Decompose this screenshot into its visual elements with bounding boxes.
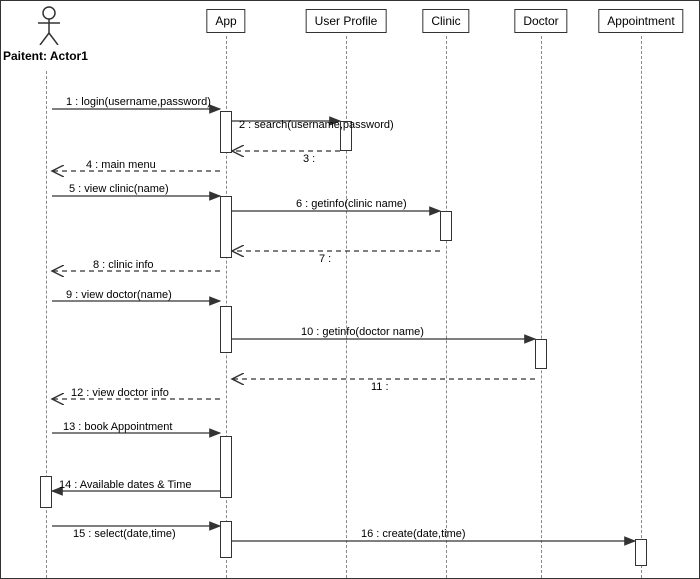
message-label-9: 9 : view doctor(name) <box>66 289 172 301</box>
message-label-8: 8 : clinic info <box>93 259 154 271</box>
activation-app-2 <box>220 196 232 258</box>
activation-app-4 <box>220 306 232 353</box>
message-label-4: 4 : main menu <box>86 159 156 171</box>
lifeline-clinic <box>446 36 447 578</box>
activation-clinic-3 <box>440 211 452 241</box>
message-label-12: 12 : view doctor info <box>71 387 169 399</box>
message-label-7: 7 : <box>319 253 331 265</box>
message-label-10: 10 : getinfo(doctor name) <box>301 326 424 338</box>
participant-appointment: Appointment <box>598 9 683 33</box>
participant-doctor: Doctor <box>514 9 567 33</box>
message-label-11: 11 : <box>371 381 389 393</box>
actor-patient <box>29 5 69 48</box>
message-label-2: 2 : search(username,password) <box>239 119 394 131</box>
participant-clinic: Clinic <box>422 9 469 33</box>
activation-app-6 <box>220 436 232 498</box>
actor-label: Paitent: Actor1 <box>3 49 88 63</box>
activation-app-0 <box>220 111 232 153</box>
message-label-6: 6 : getinfo(clinic name) <box>296 198 407 210</box>
activation-actor-7 <box>40 476 52 508</box>
message-label-1: 1 : login(username,password) <box>66 96 211 108</box>
message-label-3: 3 : <box>303 153 315 165</box>
message-label-13: 13 : book Appointment <box>63 421 172 433</box>
message-label-15: 15 : select(date,time) <box>73 528 176 540</box>
activation-appointment-9 <box>635 539 647 566</box>
lifeline-userprofile <box>346 36 347 578</box>
sequence-diagram: Paitent: Actor1 App User Profile Clinic Doc… <box>0 0 700 579</box>
actor-icon <box>32 5 66 45</box>
activation-app-8 <box>220 521 232 558</box>
activation-doctor-5 <box>535 339 547 369</box>
lifeline-appointment <box>641 36 642 578</box>
participant-userprofile: User Profile <box>306 9 387 33</box>
message-label-16: 16 : create(date,time) <box>361 528 466 540</box>
lifeline-doctor <box>541 36 542 578</box>
message-label-5: 5 : view clinic(name) <box>69 183 169 195</box>
participant-app: App <box>206 9 245 33</box>
message-label-14: 14 : Available dates & Time <box>59 479 192 491</box>
